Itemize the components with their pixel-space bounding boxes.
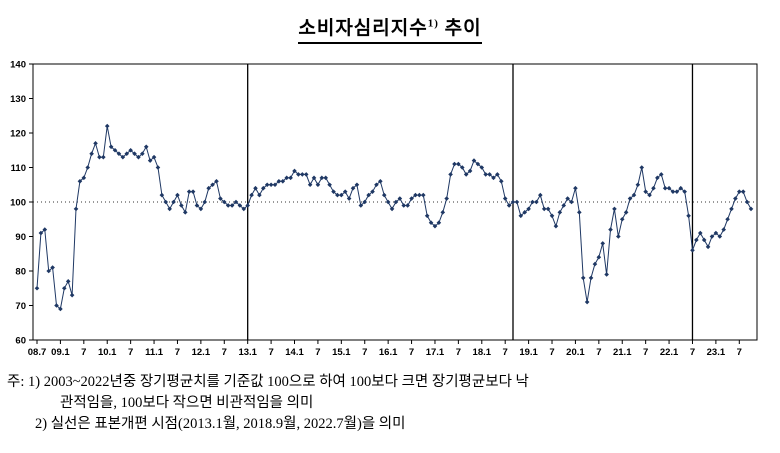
footnote-1-line-2: 관적임을, 100보다 작으면 비관적임을 의미 <box>60 395 314 412</box>
svg-text:15.1: 15.1 <box>332 347 351 358</box>
title-tail: 추이 <box>438 18 482 39</box>
svg-text:12.1: 12.1 <box>192 347 211 358</box>
svg-text:7: 7 <box>128 347 133 358</box>
svg-text:7: 7 <box>690 347 695 358</box>
svg-text:140: 140 <box>10 60 26 71</box>
footnote-2: 2) 실선은 표본개편 시점(2013.1월, 2018.9월, 2022.7월… <box>35 416 406 433</box>
svg-text:7: 7 <box>268 347 273 358</box>
svg-text:130: 130 <box>10 94 26 105</box>
svg-text:7: 7 <box>503 347 508 358</box>
svg-text:7: 7 <box>643 347 648 358</box>
svg-text:17.1: 17.1 <box>426 347 445 358</box>
svg-text:7: 7 <box>549 347 554 358</box>
svg-text:7: 7 <box>81 347 86 358</box>
svg-text:7: 7 <box>222 347 227 358</box>
svg-text:110: 110 <box>11 163 26 174</box>
svg-text:23.1: 23.1 <box>707 347 726 358</box>
svg-text:08.7: 08.7 <box>28 347 47 358</box>
title-footnote-marker: 1) <box>427 17 439 30</box>
svg-text:7: 7 <box>409 347 414 358</box>
svg-text:20.1: 20.1 <box>566 347 585 358</box>
chart-title-text: 소비자심리지수1) 추이 <box>298 13 482 44</box>
svg-text:10.1: 10.1 <box>98 347 117 358</box>
svg-text:70: 70 <box>15 301 26 312</box>
svg-text:13.1: 13.1 <box>238 347 257 358</box>
svg-text:7: 7 <box>362 347 367 358</box>
svg-text:100: 100 <box>10 198 26 209</box>
svg-text:7: 7 <box>456 347 461 358</box>
svg-text:90: 90 <box>15 232 26 243</box>
svg-text:21.1: 21.1 <box>613 347 632 358</box>
svg-text:19.1: 19.1 <box>519 347 538 358</box>
svg-text:120: 120 <box>10 129 26 140</box>
chart-title: 소비자심리지수1) 추이 <box>0 0 780 44</box>
svg-text:09.1: 09.1 <box>51 347 70 358</box>
svg-text:80: 80 <box>15 267 26 278</box>
svg-text:7: 7 <box>175 347 180 358</box>
consumer-sentiment-chart: 60 70 80 90 100 110 120 130 140 08.7 09.1 7 10.1 7 11.… <box>10 60 758 358</box>
svg-text:16.1: 16.1 <box>379 347 398 358</box>
svg-text:7: 7 <box>315 347 320 358</box>
svg-text:22.1: 22.1 <box>660 347 679 358</box>
svg-text:60: 60 <box>15 336 26 347</box>
svg-text:7: 7 <box>596 347 601 358</box>
svg-text:14.1: 14.1 <box>285 347 304 358</box>
footnotes: 주: 1) 2003~2022년중 장기평균치를 기준값 100으로 하여 10… <box>0 370 780 435</box>
title-main: 소비자심리지수 <box>298 18 428 39</box>
svg-text:7: 7 <box>737 347 742 358</box>
footnote-1-line-1: 주: 1) 2003~2022년중 장기평균치를 기준값 100으로 하여 10… <box>7 374 529 390</box>
svg-text:11.1: 11.1 <box>145 347 164 358</box>
svg-text:18.1: 18.1 <box>473 347 492 358</box>
